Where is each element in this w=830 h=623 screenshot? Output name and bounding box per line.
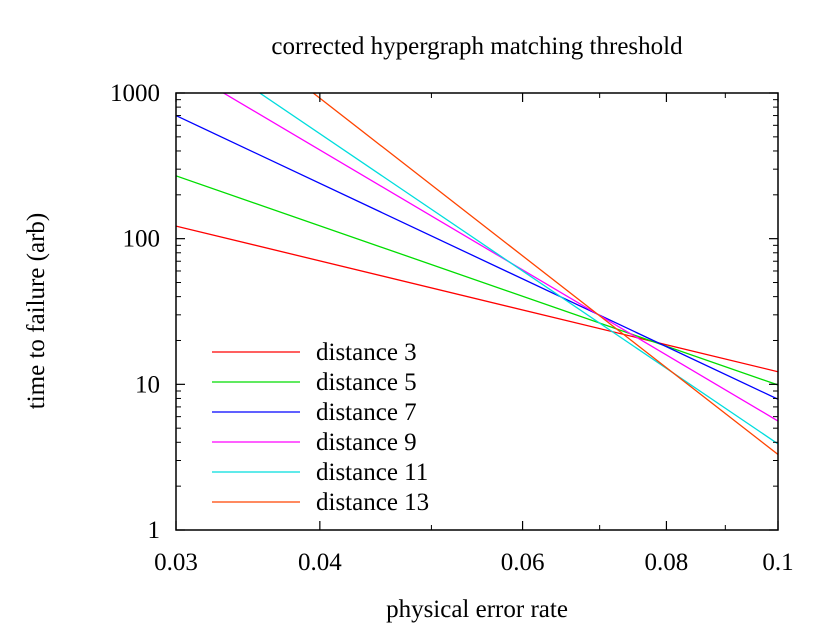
series-line-distance-7 <box>176 114 778 400</box>
legend: distance 3 distance 5 distance 7 distance 9… <box>212 339 429 516</box>
y-tick-label: 100 <box>123 226 161 253</box>
series-line-distance-5 <box>176 175 778 386</box>
x-axis-label: physical error rate <box>386 596 568 623</box>
x-tick-label: 0.1 <box>762 549 793 576</box>
series-layer <box>176 93 778 455</box>
legend-label: distance 11 <box>316 459 428 486</box>
series-line-distance-3 <box>176 225 778 373</box>
y-tick-label: 1 <box>148 517 161 544</box>
series-line-distance-13 <box>312 93 778 455</box>
x-tick-label: 0.03 <box>154 549 198 576</box>
y-tick-label: 1000 <box>110 80 160 107</box>
x-tick-label: 0.06 <box>501 549 545 576</box>
y-axis-label: time to failure (arb) <box>23 213 50 409</box>
x-tick-label: 0.04 <box>298 549 342 576</box>
legend-label: distance 7 <box>316 399 417 426</box>
plot-frame <box>175 92 779 531</box>
legend-label: distance 13 <box>316 489 429 516</box>
y-tick-label: 10 <box>135 371 160 398</box>
legend-label: distance 9 <box>316 429 417 456</box>
axis-ticks: 0.03 0.04 0.06 0.08 0.1 1 10 100 1000 <box>110 80 794 576</box>
series-line-distance-9 <box>222 93 778 422</box>
x-tick-label: 0.08 <box>645 549 689 576</box>
chart-title: corrected hypergraph matching threshold <box>271 33 683 60</box>
legend-label: distance 3 <box>316 339 417 366</box>
series-line-distance-11 <box>258 93 778 445</box>
legend-label: distance 5 <box>316 369 417 396</box>
